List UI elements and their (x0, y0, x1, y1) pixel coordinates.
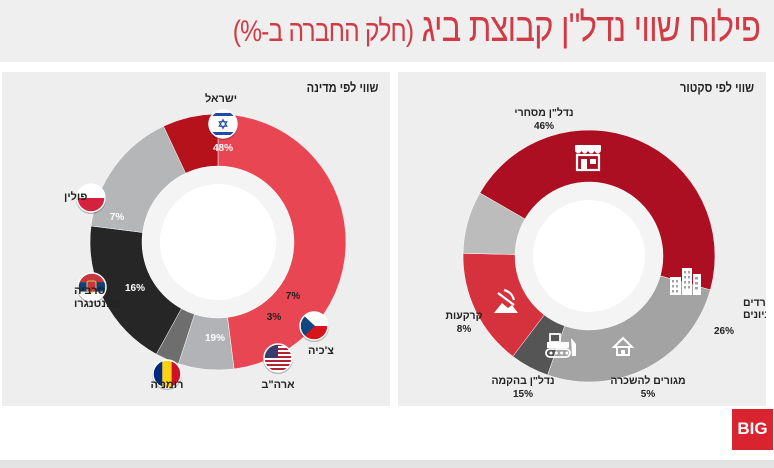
sector-label-1-line2: וחניונים (743, 309, 766, 321)
country-value-label-5: 7% (110, 212, 125, 223)
usa-flag-icon (263, 343, 293, 374)
sector-label-1: משרדים (743, 297, 766, 309)
sector-chart-panel: שווי לפי סקטור נדל"ן מסחרי 46% משרדיםוחניו… (398, 72, 766, 406)
country-label-4-line2: ומונטנגרו (74, 298, 121, 310)
sector-value-label-2: 5% (641, 389, 656, 400)
country-slice-5 (163, 113, 219, 174)
store-icon (575, 145, 601, 172)
country-slice-0 (217, 113, 347, 370)
romania-flag-icon (152, 359, 182, 390)
country-label-5: פולין (64, 190, 87, 203)
sector-donut-chart: נדל"ן מסחרי 46% משרדיםוחניונים 26% מגורים לה… (446, 107, 766, 400)
sector-chart-title: שווי לפי סקטור (680, 80, 754, 95)
country-label-2: ארה"ב (261, 379, 295, 391)
sector-value-label-4: 8% (457, 324, 472, 335)
bulldozer-icon (545, 333, 576, 358)
sector-value-label-3: 15% (513, 389, 533, 400)
country-donut-chart: 48% ישראל 7% צ'כיה 3% ארה"ב 19% רומניה 16% סרביהו… (64, 92, 347, 391)
israel-flag-icon (208, 109, 238, 140)
sector-slice-0 (479, 129, 716, 291)
country-chart-title: שווי לפי מדינה (306, 80, 378, 95)
page-title-sub: (חלק החברה ב-%) (232, 15, 414, 48)
country-label-0: ישראל (205, 92, 237, 105)
footer-bar (0, 460, 774, 468)
sector-value-label-0: 46% (534, 121, 554, 132)
buildings-icon (670, 268, 701, 295)
poland-flag-icon (76, 183, 106, 214)
country-donut-hole (160, 184, 276, 300)
country-value-label-1: 7% (286, 291, 301, 302)
sector-donut-hole (533, 200, 645, 312)
country-value-label-2: 3% (267, 312, 282, 323)
sector-label-2: מגורים להשכרה (610, 375, 685, 387)
country-chart-panel: שווי לפי מדינה 48% ישראל 7% צ'כיה 3% ארה"ב 19%… (2, 72, 390, 406)
land-icon (494, 288, 518, 313)
sector-value-label-1: 26% (714, 326, 734, 337)
big-logo: BIG (732, 409, 773, 450)
country-label-4: סרביה (74, 285, 106, 297)
title-bar: פילוח שווי נדל"ן קבוצת ביג (חלק החברה ב-… (0, 0, 774, 62)
country-label-1: צ'כיה (308, 345, 334, 357)
country-label-3: רומניה (151, 379, 184, 391)
sector-label-4: קרקעות (446, 310, 483, 322)
country-value-label-4: 16% (125, 283, 145, 294)
serbia-flag-icon (77, 272, 107, 303)
house-icon (611, 336, 635, 356)
sector-slice-1 (547, 275, 711, 383)
page-title-main: פילוח שווי נדל"ן קבוצת ביג (421, 6, 760, 50)
sector-label-3: נדל"ן בהקמה (491, 375, 554, 387)
country-value-label-0: 48% (213, 143, 233, 154)
sector-label-0: נדל"ן מסחרי (514, 107, 573, 119)
country-value-label-3: 19% (205, 333, 225, 344)
page-title: פילוח שווי נדל"ן קבוצת ביג (חלק החברה ב-… (232, 4, 761, 56)
sector-slice-4 (462, 192, 526, 255)
czech-flag-icon (299, 311, 329, 342)
big-logo-text: BIG (737, 419, 768, 438)
